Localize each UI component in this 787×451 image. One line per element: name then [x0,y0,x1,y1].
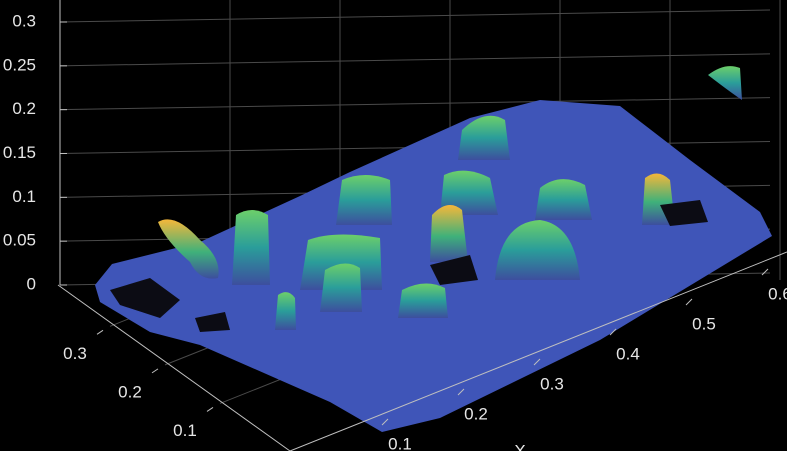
y-tick [152,369,158,373]
page: {"chart_data": {"type": "scatter3d", "xl… [0,0,787,451]
x-tick-label: 0.1 [388,434,412,451]
blob [336,175,392,225]
blob [320,263,362,312]
blob [398,283,448,318]
z-tick-label: 0.25 [3,55,36,74]
y-tick [97,330,103,334]
blob [430,205,468,262]
y-tick-label: 0.2 [118,382,142,401]
blob [708,66,742,100]
grid-line [60,98,770,110]
x-tick-label: 0.5 [692,314,716,333]
y-tick-label: 0.1 [173,421,197,440]
z-tick-label: 0.05 [3,231,36,250]
blob [232,210,270,285]
x-tick-label: 0.4 [616,344,640,363]
x-tick-label: 0.6 [768,284,787,303]
z-tick-label: 0.2 [12,99,36,118]
z-tick-label: 0 [27,274,36,293]
grid-line [60,54,770,66]
x-tick-label: 0.3 [540,374,564,393]
x-tick [686,299,692,305]
x-tick [762,269,768,275]
grid-line [60,10,770,22]
x-axis-label: X [514,441,525,451]
y-tick [207,407,213,411]
chart: 0 0.05 0.1 0.15 0.2 0.25 0.3 0.1 0.2 0.3 0.4 0.5 0.6… [0,0,787,451]
x-tick-label: 0.2 [464,404,488,423]
z-tick-label: 0.3 [12,11,36,30]
z-tick-label: 0.15 [3,143,36,162]
y-tick-label: 0.3 [63,344,87,363]
z-tick-label: 0.1 [12,187,36,206]
blob [275,292,296,330]
